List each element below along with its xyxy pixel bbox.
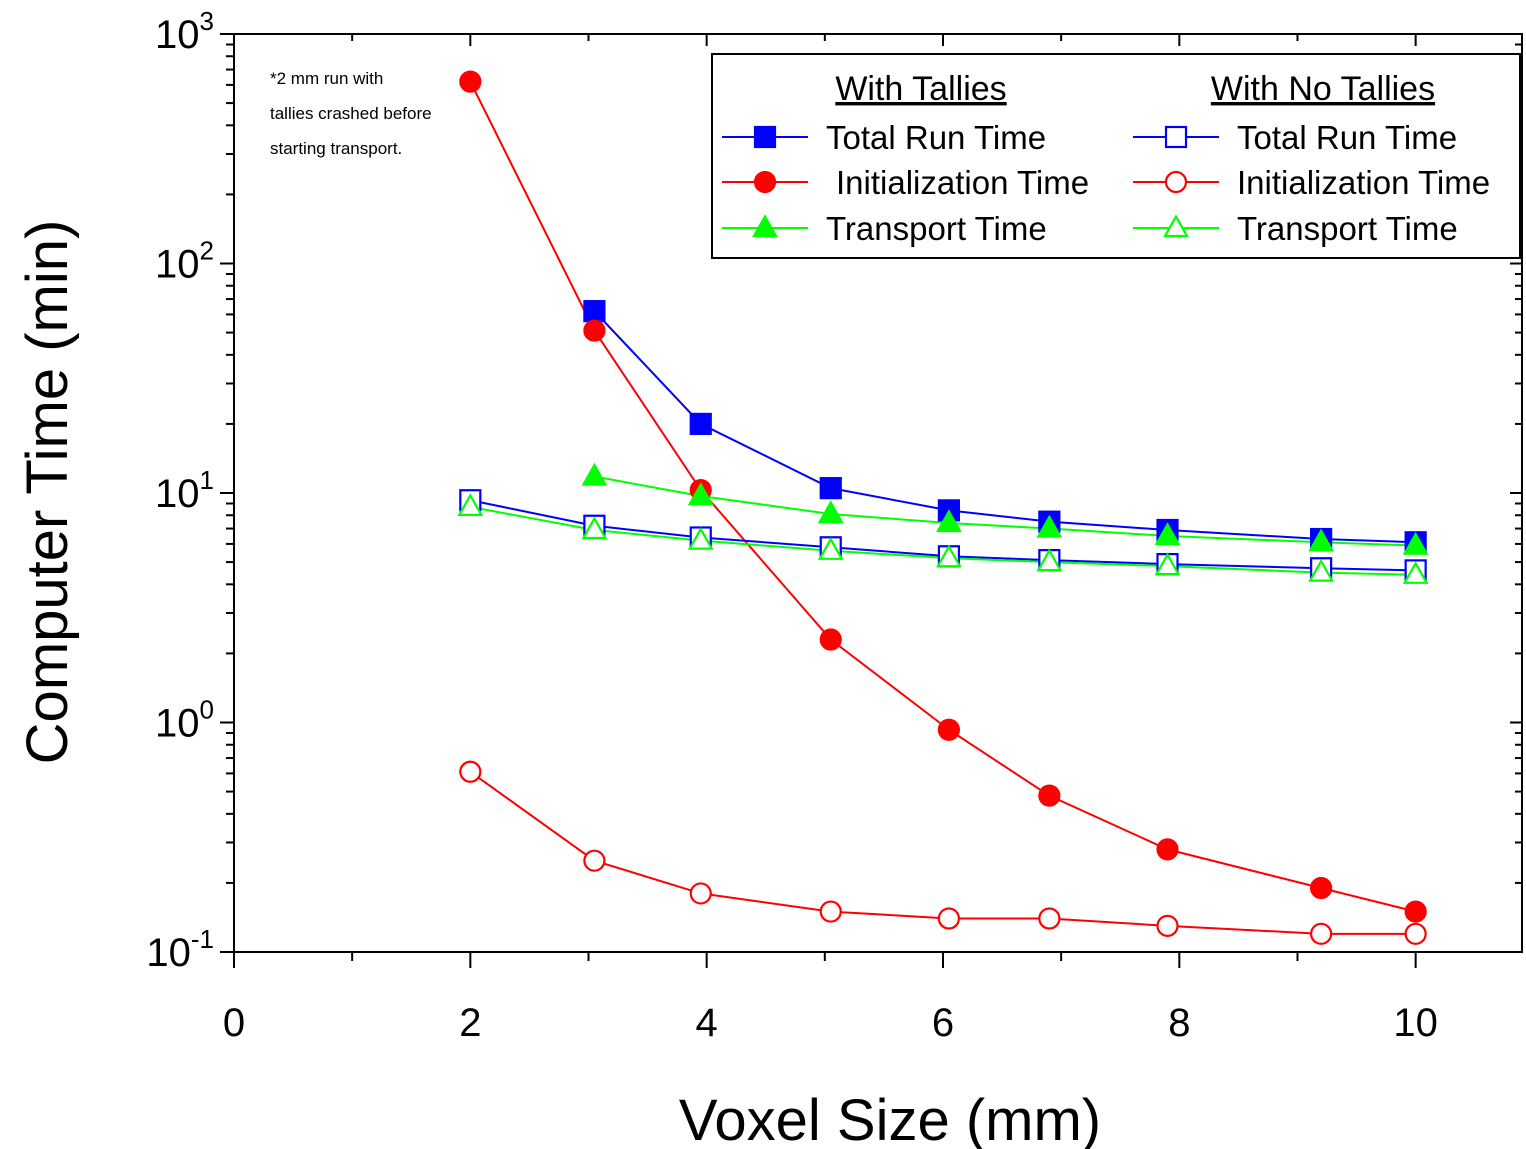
series-markers <box>583 300 1427 554</box>
legend-label: Total Run Time <box>1237 119 1457 156</box>
x-tick-label: 10 <box>1393 1001 1438 1045</box>
legend-marker <box>1164 170 1188 194</box>
legend-marker <box>1164 125 1188 149</box>
legend-label: Transport Time <box>826 210 1047 247</box>
x-tick-label: 2 <box>459 1001 481 1045</box>
data-point <box>1308 528 1335 552</box>
data-point <box>689 882 712 905</box>
annotation-note: *2 mm run with tallies crashed before st… <box>270 69 432 158</box>
y-tick-label: 10-1 <box>146 924 214 975</box>
y-tick-label: 100 <box>155 695 214 746</box>
data-point <box>936 544 962 568</box>
data-point <box>937 907 960 930</box>
data-point <box>819 477 842 500</box>
y-tick-label: 102 <box>155 236 214 287</box>
legend-item: Initialization Time <box>722 164 1089 201</box>
series-markers <box>459 760 1427 945</box>
legend-marker <box>752 214 778 238</box>
data-point <box>581 462 608 486</box>
y-tick-base: 10 <box>155 702 200 746</box>
legend-group-header: With No Tallies <box>1211 70 1435 108</box>
data-point <box>457 493 484 516</box>
data-point <box>1038 784 1061 807</box>
data-point <box>583 300 606 323</box>
legend-marker <box>753 170 777 194</box>
legend-marker <box>1163 214 1189 238</box>
legend-label: Transport Time <box>1237 210 1458 247</box>
y-tick-base: 10 <box>155 243 200 287</box>
series-line <box>594 475 1416 547</box>
y-tick-exponent: 3 <box>200 6 214 36</box>
y-tick-exponent: -1 <box>191 924 214 954</box>
data-point <box>583 319 606 342</box>
legend-label: Total Run Time <box>826 119 1046 156</box>
data-point <box>937 718 960 741</box>
series-line <box>593 310 1416 544</box>
annotation-line: tallies crashed before <box>270 104 432 123</box>
series-markers <box>581 462 1429 555</box>
data-point <box>1402 561 1429 584</box>
data-point <box>1036 548 1063 572</box>
data-point <box>1310 876 1333 900</box>
legend-item: Total Run Time <box>722 119 1046 156</box>
data-point <box>1404 900 1427 923</box>
data-point <box>1154 552 1181 576</box>
data-point <box>583 849 606 872</box>
plot-series <box>457 70 1429 945</box>
x-tick-label: 4 <box>696 1001 718 1045</box>
data-point <box>817 537 844 560</box>
legend-label: Initialization Time <box>1237 164 1490 201</box>
y-tick-label: 101 <box>155 465 214 516</box>
y-tick-base: 10 <box>146 931 191 975</box>
y-tick-base: 10 <box>155 472 200 516</box>
data-point <box>687 526 714 550</box>
data-point <box>1402 531 1429 555</box>
data-point <box>817 500 844 524</box>
data-point <box>689 412 712 436</box>
data-point <box>819 900 842 923</box>
legend: With Tallies With No Tallies Total Run Tim… <box>711 53 1521 259</box>
data-point <box>1404 922 1427 945</box>
series-triangle-filled <box>594 475 1416 547</box>
legend-marker <box>753 125 777 149</box>
y-tick-exponent: 0 <box>200 695 214 725</box>
x-tick-label: 6 <box>932 1001 954 1045</box>
legend-label: Initialization Time <box>836 164 1089 201</box>
data-point <box>1308 558 1335 582</box>
y-tick-exponent: 1 <box>200 465 214 495</box>
series-square-filled <box>593 310 1416 544</box>
legend-box <box>711 53 1521 259</box>
data-point <box>687 482 714 506</box>
data-point <box>1036 514 1063 538</box>
data-point <box>936 509 962 533</box>
legend-item: Initialization Time <box>1133 164 1490 201</box>
data-point <box>581 516 608 540</box>
x-axis-title: Voxel Size (mm) <box>679 1088 1101 1149</box>
x-tick-label: 0 <box>223 1001 245 1045</box>
data-point <box>1310 922 1333 945</box>
y-axis-title: Computer Time (min) <box>15 220 80 765</box>
data-point <box>819 628 842 651</box>
data-point <box>1154 522 1181 546</box>
y-tick-exponent: 2 <box>200 236 214 266</box>
annotation-line: *2 mm run with <box>270 69 383 88</box>
data-point <box>1156 914 1179 937</box>
annotation-line: starting transport. <box>270 139 402 158</box>
y-tick-label: 103 <box>155 6 214 57</box>
data-point <box>459 760 482 783</box>
y-tick-base: 10 <box>155 13 200 57</box>
data-point <box>1156 838 1179 861</box>
data-point <box>459 70 482 93</box>
series-markers <box>457 493 1429 584</box>
legend-group-header: With Tallies <box>835 70 1006 108</box>
x-tick-label: 8 <box>1168 1001 1190 1045</box>
legend-item: Total Run Time <box>1133 119 1457 156</box>
legend-item: Transport Time <box>1133 210 1458 247</box>
legend-item: Transport Time <box>722 210 1047 247</box>
data-point <box>1038 907 1061 930</box>
